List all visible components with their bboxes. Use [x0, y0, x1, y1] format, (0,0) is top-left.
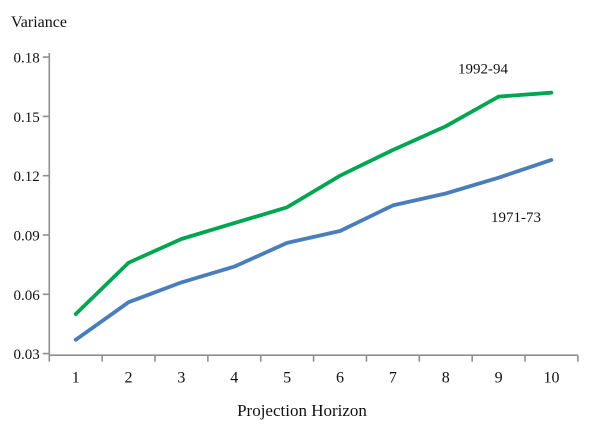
series-labels: 1992-94 1971-73 [458, 62, 541, 227]
x-axis-title: Projection Horizon [237, 401, 367, 420]
x-tick-label: 10 [543, 370, 559, 387]
y-tick-label: 0.03 [14, 347, 40, 363]
x-tick-label: 8 [442, 370, 450, 387]
x-tick-label: 2 [125, 370, 133, 387]
series-line-1992-94 [73, 90, 554, 317]
x-tick-label: 6 [336, 370, 344, 387]
x-tick-label: 3 [177, 370, 185, 387]
y-tick-label: 0.06 [14, 288, 41, 304]
x-tick-label: 7 [389, 370, 397, 387]
x-tick-label: 4 [230, 370, 238, 387]
y-tick-label: 0.15 [14, 110, 40, 126]
x-tick-label: 5 [283, 370, 291, 387]
y-axis-ticks: 0.18 0.15 0.12 0.09 0.06 0.03 [14, 51, 50, 363]
series-line-1971-73 [73, 157, 554, 342]
x-tick-label: 9 [495, 370, 503, 387]
x-axis-ticks: 1 2 3 4 5 6 7 8 9 10 [48, 355, 579, 387]
y-axis-title: Variance [11, 14, 67, 31]
y-tick-label: 0.12 [14, 169, 40, 185]
series-label-1971-73: 1971-73 [491, 210, 541, 226]
series-label-1992-94: 1992-94 [458, 62, 508, 78]
y-tick-label: 0.18 [14, 51, 40, 67]
series-lines [73, 90, 554, 342]
x-tick-label: 1 [72, 370, 80, 387]
y-tick-label: 0.09 [14, 229, 40, 245]
